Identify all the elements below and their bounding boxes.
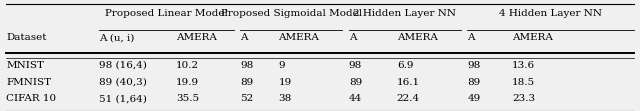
Text: 2 Hidden Layer NN: 2 Hidden Layer NN xyxy=(353,9,456,18)
Text: 98: 98 xyxy=(240,61,253,70)
Text: 23.3: 23.3 xyxy=(512,94,535,103)
Text: 98: 98 xyxy=(467,61,481,70)
Text: 49: 49 xyxy=(467,94,481,103)
Text: 89: 89 xyxy=(240,78,253,87)
Text: 22.4: 22.4 xyxy=(397,94,420,103)
Text: Proposed Sigmoidal Model: Proposed Sigmoidal Model xyxy=(221,9,362,18)
Text: AMERA: AMERA xyxy=(512,33,553,42)
Text: 38: 38 xyxy=(278,94,292,103)
Text: 6.9: 6.9 xyxy=(397,61,413,70)
Text: AMERA: AMERA xyxy=(278,33,319,42)
Text: CIFAR 10: CIFAR 10 xyxy=(6,94,56,103)
Text: 51 (1,64): 51 (1,64) xyxy=(99,94,147,103)
Text: Proposed Linear Model: Proposed Linear Model xyxy=(105,9,228,18)
Text: 4 Hidden Layer NN: 4 Hidden Layer NN xyxy=(499,9,602,18)
Text: 98: 98 xyxy=(349,61,362,70)
Text: A: A xyxy=(349,33,356,42)
Text: 44: 44 xyxy=(349,94,362,103)
Text: 52: 52 xyxy=(240,94,253,103)
Text: AMERA: AMERA xyxy=(176,33,217,42)
Text: FMNIST: FMNIST xyxy=(6,78,52,87)
Text: Dataset: Dataset xyxy=(6,33,47,42)
Text: A (u, i): A (u, i) xyxy=(99,33,134,42)
Text: 35.5: 35.5 xyxy=(176,94,199,103)
Text: 18.5: 18.5 xyxy=(512,78,535,87)
Text: A: A xyxy=(240,33,248,42)
Text: 13.6: 13.6 xyxy=(512,61,535,70)
Text: AMERA: AMERA xyxy=(397,33,438,42)
Text: MNIST: MNIST xyxy=(6,61,44,70)
Text: 9: 9 xyxy=(278,61,285,70)
Text: 10.2: 10.2 xyxy=(176,61,199,70)
Text: 89 (40,3): 89 (40,3) xyxy=(99,78,147,87)
Text: 19.9: 19.9 xyxy=(176,78,199,87)
Text: 19: 19 xyxy=(278,78,292,87)
Text: 89: 89 xyxy=(467,78,481,87)
Text: 89: 89 xyxy=(349,78,362,87)
Text: A: A xyxy=(467,33,475,42)
Text: 98 (16,4): 98 (16,4) xyxy=(99,61,147,70)
Text: 16.1: 16.1 xyxy=(397,78,420,87)
